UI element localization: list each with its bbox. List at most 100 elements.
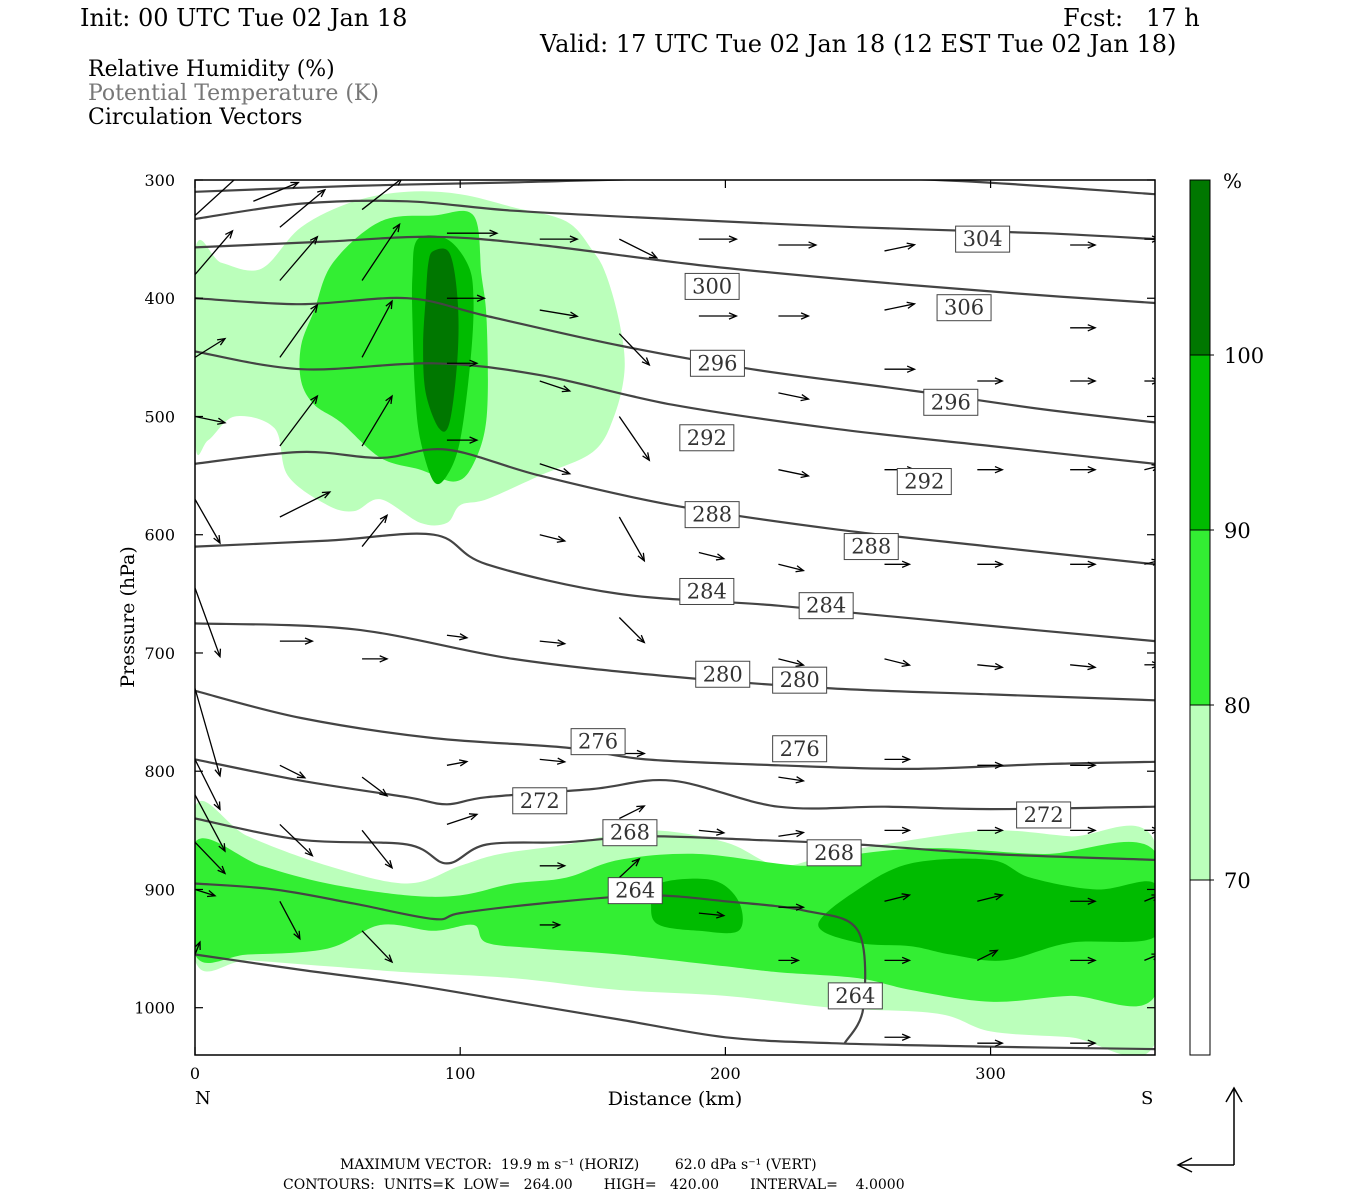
circulation-vector (618, 857, 641, 879)
circulation-vector (279, 235, 319, 281)
circulation-vector (618, 516, 646, 563)
y-tick-label: 300 (144, 171, 175, 190)
contour-label: 288 (684, 501, 740, 529)
svg-text:276: 276 (578, 730, 618, 754)
circulation-vector (778, 903, 806, 911)
circulation-vector (539, 862, 567, 870)
x-tick-label: 0 (190, 1064, 200, 1083)
contour-label: 292 (679, 424, 735, 452)
circulation-vector (539, 921, 562, 929)
circulation-vector (778, 241, 818, 249)
circulation-vector (977, 1039, 1004, 1047)
circulation-vector (279, 303, 319, 358)
colorbar-segment (1190, 705, 1210, 880)
y-tick-label: 600 (144, 526, 175, 545)
circulation-vector (977, 826, 1004, 835)
contour-label: 264 (827, 982, 883, 1010)
circulation-vector (884, 658, 912, 668)
circulation-vector (884, 242, 917, 252)
circulation-vector (778, 312, 811, 320)
circulation-vector (446, 813, 479, 826)
footer-max-vector: MAXIMUM VECTOR: 19.9 m s⁻¹ (HORIZ) 62.0 … (340, 1157, 817, 1173)
circulation-vector (1144, 558, 1155, 566)
circulation-vector (195, 759, 221, 811)
rh-region-90 (650, 878, 743, 934)
circulation-vector (195, 415, 227, 425)
y-tick-label: 500 (144, 407, 175, 426)
colorbar-tick-label: 100 (1224, 344, 1264, 368)
svg-text:292: 292 (904, 470, 944, 494)
y-tick-label: 700 (144, 644, 175, 663)
circulation-vector (618, 416, 651, 462)
circulation-vector (446, 759, 469, 767)
contour-label: 280 (695, 660, 751, 688)
circulation-vector (279, 188, 327, 228)
contour-label: 284 (679, 577, 735, 605)
circulation-vector (1070, 662, 1097, 671)
rh-region-100 (423, 248, 459, 432)
circulation-vector (195, 940, 201, 955)
isentrope-264 (195, 953, 1155, 1051)
circulation-vector (778, 469, 811, 479)
circulation-vector (698, 828, 726, 836)
legend-rh: Relative Humidity (%) (88, 57, 335, 82)
circulation-vector (361, 514, 389, 547)
isentrope-288 (195, 532, 1155, 643)
contour-label: 296 (689, 349, 745, 377)
colorbar-tick-label: 80 (1224, 694, 1251, 718)
init-time: Init: 00 UTC Tue 02 Jan 18 (80, 4, 408, 32)
circulation-vector (977, 949, 999, 961)
contour-label: 268 (602, 819, 658, 847)
circulation-vector (361, 222, 401, 281)
circulation-vector (778, 776, 806, 784)
svg-text:272: 272 (1024, 803, 1064, 827)
circulation-vector (698, 911, 726, 919)
circulation-vector (539, 309, 579, 319)
circulation-vector (195, 587, 222, 659)
circulation-vector (1144, 953, 1155, 962)
contour-label: 264 (607, 877, 663, 905)
colorbar-segment (1190, 180, 1210, 355)
contour-label: 288 (843, 533, 899, 561)
south-label: S (1141, 1088, 1153, 1109)
circulation-vector (361, 180, 402, 211)
circulation-vector (195, 794, 226, 853)
circulation-vector (884, 956, 912, 965)
colorbar-tick-label: 70 (1224, 869, 1251, 893)
x-tick-label: 200 (710, 1064, 741, 1083)
svg-text:292: 292 (687, 426, 727, 450)
circulation-vector (977, 761, 1004, 770)
circulation-vector (1144, 894, 1155, 902)
colorbar-segment (1190, 530, 1210, 705)
circulation-vector (279, 394, 319, 447)
circulation-vector (977, 465, 1004, 474)
isentrope-284 (195, 622, 1155, 702)
circulation-vector (446, 229, 499, 237)
isentrope-296 (195, 350, 1155, 465)
circulation-vector (698, 235, 739, 243)
colorbar-unit: % (1223, 169, 1242, 193)
circulation-vector (446, 359, 479, 367)
circulation-vector (698, 551, 726, 561)
circulation-vector (539, 380, 572, 393)
isentrope-304 (195, 199, 1155, 241)
contour-label: 276 (772, 735, 828, 763)
colorbar-segment (1190, 355, 1210, 530)
svg-text:264: 264 (835, 984, 875, 1008)
north-label: N (195, 1088, 211, 1109)
contour-label: 268 (806, 839, 862, 867)
circulation-vector (1070, 465, 1097, 474)
circulation-vector (195, 337, 227, 358)
svg-text:288: 288 (692, 503, 732, 527)
colorbar-frame (1189, 179, 1211, 1056)
y-tick-label: 900 (144, 880, 175, 899)
circulation-vector (1070, 377, 1097, 385)
circulation-vector (1144, 464, 1155, 472)
circulation-vector (1070, 761, 1097, 770)
circulation-vector (361, 394, 393, 447)
valid-time: Valid: 17 UTC Tue 02 Jan 18 (12 EST Tue … (540, 30, 1177, 58)
circulation-vector (884, 560, 912, 569)
legend-theta: Potential Temperature (K) (88, 81, 379, 106)
circulation-vector (539, 463, 572, 476)
svg-text:280: 280 (780, 668, 820, 692)
